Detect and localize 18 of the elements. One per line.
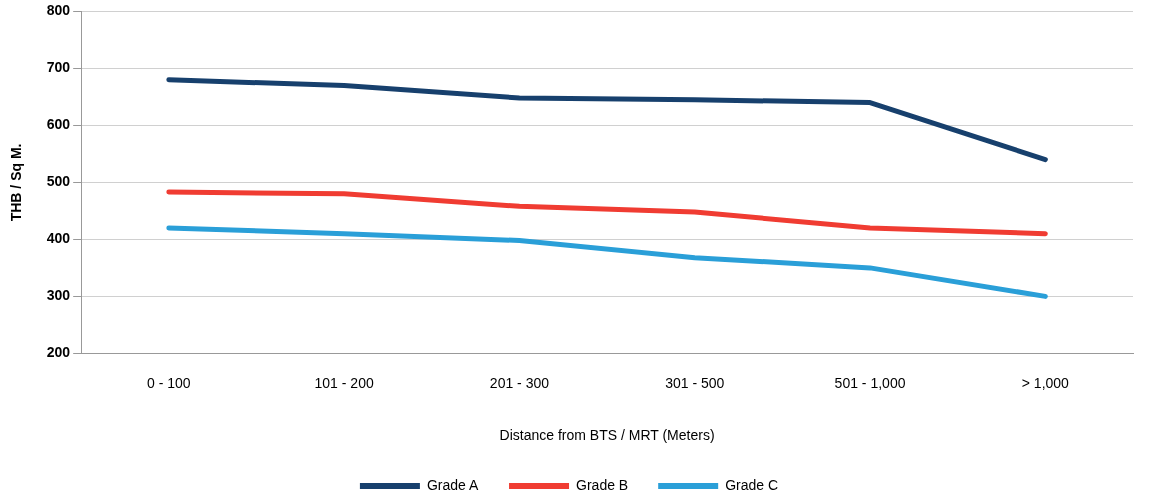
y-tick-label: 300 (46, 287, 71, 304)
x-tick-label: 501 - 1,000 (834, 374, 906, 391)
legend-label: Grade A (426, 476, 479, 493)
x-tick-label: > 1,000 (1021, 374, 1070, 391)
y-tick-label: 500 (46, 173, 71, 190)
y-tick-label: 700 (46, 59, 71, 76)
y-tick-label: 600 (46, 116, 71, 133)
x-tick-label: 101 - 200 (314, 374, 374, 391)
x-axis-title: Distance from BTS / MRT (Meters) (499, 427, 715, 444)
x-tick-label: 0 - 100 (147, 374, 191, 391)
x-tick-label: 201 - 300 (489, 374, 550, 391)
legend-label: Grade C (725, 476, 779, 493)
y-axis-title: THB / Sq M. (8, 143, 25, 222)
legend-label: Grade B (576, 476, 629, 493)
y-tick-label: 800 (46, 2, 71, 19)
x-tick-label: 301 - 500 (665, 374, 725, 391)
y-tick-label: 400 (46, 230, 71, 247)
y-tick-label: 200 (46, 344, 71, 361)
